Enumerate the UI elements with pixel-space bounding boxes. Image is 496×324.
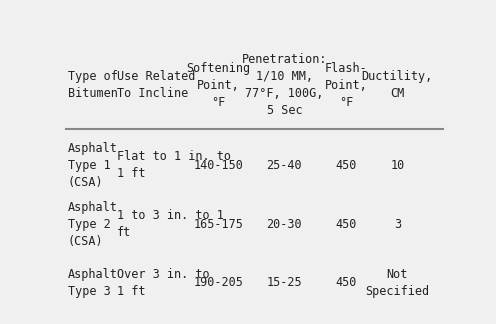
Text: Not
Specified: Not Specified (365, 268, 430, 298)
Text: Ductility,
CM: Ductility, CM (362, 70, 433, 100)
Text: 450: 450 (336, 276, 357, 289)
Text: 20-30: 20-30 (266, 218, 302, 231)
Text: 10: 10 (390, 159, 404, 172)
Text: Asphalt
Type 1
(CSA): Asphalt Type 1 (CSA) (68, 142, 118, 189)
Text: 15-25: 15-25 (266, 276, 302, 289)
Text: Softening
Point,
°F: Softening Point, °F (186, 62, 250, 109)
Text: 450: 450 (336, 218, 357, 231)
Text: Use Related
To Incline: Use Related To Incline (117, 70, 195, 100)
Text: 450: 450 (336, 159, 357, 172)
Text: Type of
Bitumen: Type of Bitumen (68, 70, 118, 100)
Text: Flat to 1 in. to
1 ft: Flat to 1 in. to 1 ft (117, 150, 231, 180)
Text: 165-175: 165-175 (193, 218, 244, 231)
Text: 140-150: 140-150 (193, 159, 244, 172)
Text: 3: 3 (394, 218, 401, 231)
Text: 1 to 3 in. to 1
ft: 1 to 3 in. to 1 ft (117, 209, 224, 239)
Text: Asphalt
Type 2
(CSA): Asphalt Type 2 (CSA) (68, 201, 118, 248)
Text: Flash-
Point,
°F: Flash- Point, °F (325, 62, 368, 109)
Text: Asphalt
Type 3: Asphalt Type 3 (68, 268, 118, 298)
Text: 190-205: 190-205 (193, 276, 244, 289)
Text: Penetration:
1/10 MM,
77°F, 100G,
5 Sec: Penetration: 1/10 MM, 77°F, 100G, 5 Sec (242, 53, 327, 117)
Text: Over 3 in. to
1 ft: Over 3 in. to 1 ft (117, 268, 209, 298)
Text: 25-40: 25-40 (266, 159, 302, 172)
